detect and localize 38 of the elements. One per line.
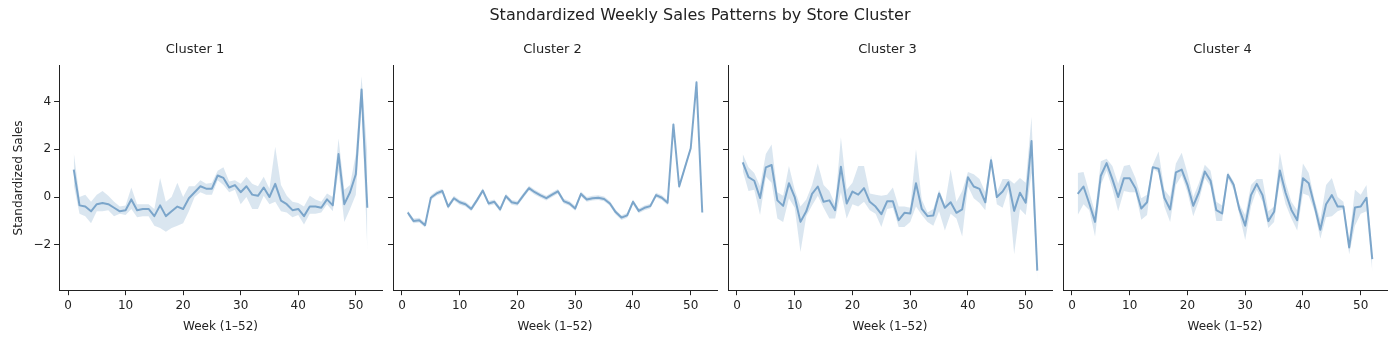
x-tick-label: 20: [175, 297, 191, 312]
x-tick-label: 0: [1068, 297, 1076, 312]
x-tick-label: 10: [1122, 297, 1138, 312]
y-tick-label: 2: [43, 141, 52, 156]
x-tick-label: 0: [64, 297, 72, 312]
x-tick-label: 40: [290, 297, 306, 312]
x-axis-title: Week (1–52): [1187, 318, 1263, 333]
chart-title: Cluster 3: [858, 41, 917, 57]
x-tick-label: 20: [1179, 297, 1196, 312]
chart-title: Cluster 4: [1193, 41, 1252, 57]
x-axis-title: Week (1–52): [517, 318, 593, 333]
x-tick-label: 0: [398, 297, 406, 312]
x-tick-label: 30: [567, 297, 583, 312]
y-tick-label: 4: [43, 93, 52, 108]
x-tick-label: 10: [117, 297, 134, 312]
x-tick-label: 10: [787, 297, 803, 312]
x-axis-title: Week (1–52): [183, 318, 259, 333]
x-tick-label: 40: [625, 297, 641, 312]
x-tick-label: 50: [1353, 297, 1369, 312]
x-tick-label: 50: [348, 297, 364, 312]
text: Standardized Weekly Sales Patterns by Store Cluster: [488, 5, 912, 26]
x-tick-label: 40: [1295, 297, 1311, 312]
x-tick-label: 30: [233, 297, 249, 312]
x-tick-label: 50: [683, 297, 699, 312]
chart-title: Cluster 2: [523, 41, 582, 57]
x-tick-label: 20: [509, 297, 526, 312]
y-axis-title: Standardized Sales: [11, 120, 26, 236]
x-tick-label: 40: [960, 297, 976, 312]
x-tick-label: 30: [902, 297, 918, 312]
x-tick-label: 30: [1237, 297, 1253, 312]
x-axis-title: Week (1–52): [852, 318, 928, 333]
y-tick-label: −2: [33, 236, 52, 251]
chart-title: Cluster 1: [165, 41, 225, 57]
x-tick-label: 20: [844, 297, 861, 312]
y-tick-label: 0: [43, 189, 52, 204]
x-tick-label: 0: [733, 297, 741, 312]
x-tick-label: 10: [452, 297, 468, 312]
x-tick-label: 50: [1018, 297, 1034, 312]
